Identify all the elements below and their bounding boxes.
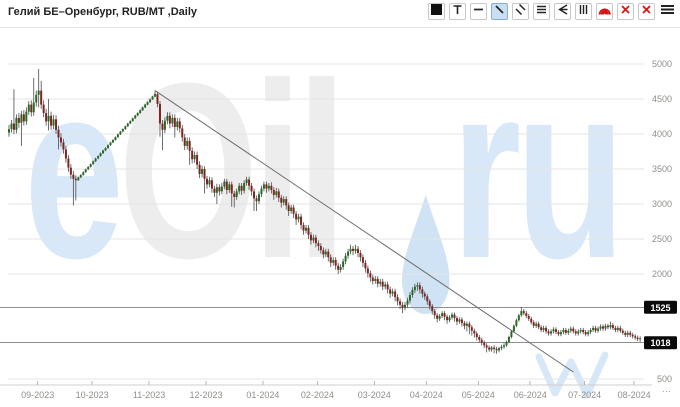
trendline[interactable] <box>154 90 574 373</box>
fib-levels-button[interactable] <box>533 3 550 20</box>
svg-text:09-2023: 09-2023 <box>21 390 54 400</box>
svg-text:2000: 2000 <box>652 269 672 279</box>
support-line-1018[interactable]: 1018 <box>0 336 677 350</box>
triple-hline-icon <box>535 3 548 21</box>
svg-text:3000: 3000 <box>652 199 672 209</box>
svg-text:05-2024: 05-2024 <box>462 390 495 400</box>
watermark: e Oil ru <box>24 31 626 316</box>
svg-text:10-2023: 10-2023 <box>76 390 109 400</box>
svg-text:07-2024: 07-2024 <box>568 390 601 400</box>
svg-text:02-2024: 02-2024 <box>301 390 334 400</box>
axis-ellipsis: … <box>662 384 671 394</box>
delete-all-button[interactable] <box>638 3 655 20</box>
red-x-icon <box>640 3 653 21</box>
watermark-swoosh-icon <box>535 351 609 399</box>
hamburger-icon <box>660 3 675 21</box>
trendline-tool-button[interactable] <box>491 3 508 20</box>
svg-text:3500: 3500 <box>652 164 672 174</box>
diagonal-line-icon <box>493 3 506 21</box>
support-line-1525[interactable]: 1525 <box>0 300 677 314</box>
fib-arcs-button[interactable] <box>596 3 613 20</box>
price-badge <box>644 336 677 350</box>
price-gridlines <box>8 63 644 380</box>
svg-text:500: 500 <box>657 374 672 384</box>
delete-button[interactable] <box>617 3 634 20</box>
time-axis: 09-2023 10-2023 11-2023 12-2023 01-2024 02-20… <box>0 381 671 400</box>
svg-text:08-2024: 08-2024 <box>618 390 651 400</box>
watermark-text-oil: Oil <box>118 31 347 310</box>
angle-icon <box>556 3 569 21</box>
drawing-toolbar <box>428 3 676 20</box>
svg-text:1018: 1018 <box>650 338 670 348</box>
horizontal-line-icon <box>472 3 485 21</box>
text-icon <box>451 3 464 21</box>
watermark-text-ru: ru <box>451 31 625 310</box>
svg-text:4000: 4000 <box>652 129 672 139</box>
red-arcs-icon <box>598 3 611 21</box>
svg-text:03-2024: 03-2024 <box>358 390 391 400</box>
svg-text:01-2024: 01-2024 <box>246 390 279 400</box>
svg-text:2500: 2500 <box>652 234 672 244</box>
chart-title: Гелий БЕ–Оренбург, RUB/MT ,Daily <box>8 6 198 18</box>
channel-tool-button[interactable] <box>512 3 529 20</box>
triple-vline-icon <box>577 3 590 21</box>
black-square-icon <box>430 3 443 21</box>
angle-tool-button[interactable] <box>554 3 571 20</box>
candles-layer <box>8 68 642 354</box>
price-badge <box>644 300 677 314</box>
vline-tool-button[interactable] <box>575 3 592 20</box>
price-axis-labels: 5000 4500 4000 3500 3000 2500 2000 500 <box>652 59 672 384</box>
watermark-text-e: e <box>24 31 124 310</box>
hline-tool-button[interactable] <box>470 3 487 20</box>
svg-text:1525: 1525 <box>650 303 670 313</box>
color-swatch-button[interactable] <box>428 3 445 20</box>
svg-text:11-2023: 11-2023 <box>133 390 165 400</box>
svg-text:04-2024: 04-2024 <box>410 390 443 400</box>
parallel-lines-icon <box>514 3 527 21</box>
text-tool-button[interactable] <box>449 3 466 20</box>
svg-text:4500: 4500 <box>652 94 672 104</box>
svg-text:5000: 5000 <box>652 59 672 69</box>
chart-header: Гелий БЕ–Оренбург, RUB/MT ,Daily <box>0 0 680 28</box>
svg-text:06-2024: 06-2024 <box>514 390 547 400</box>
menu-button[interactable] <box>659 3 676 20</box>
oil-drop-icon <box>402 195 450 314</box>
red-x-icon <box>619 3 632 21</box>
svg-text:12-2023: 12-2023 <box>189 390 222 400</box>
